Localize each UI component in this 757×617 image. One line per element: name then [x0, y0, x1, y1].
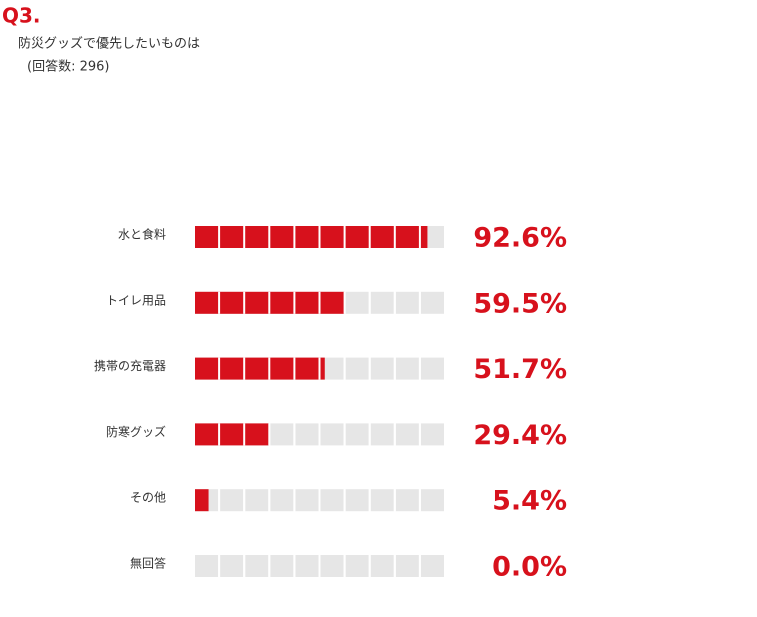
value-label: 5.4%	[492, 486, 567, 517]
chart-subtitle: 防災グッズで優先したいものは	[18, 36, 200, 52]
bar-cell	[370, 555, 394, 577]
bar-cell	[370, 489, 394, 512]
bar-cell	[320, 357, 344, 380]
bar-cell	[270, 555, 294, 577]
bar-cell	[420, 291, 444, 314]
category-label: 無回答	[130, 556, 166, 571]
bar-cell	[395, 489, 419, 512]
bar-cell	[345, 291, 369, 314]
value-label: 92.6%	[473, 223, 567, 254]
bar-cell	[345, 423, 369, 446]
category-label: トイレ用品	[106, 293, 166, 307]
bar-cell	[345, 357, 369, 380]
bar-cell	[395, 291, 419, 314]
bar-cell	[395, 357, 419, 380]
value-label: 51.7%	[473, 354, 567, 385]
bar-cell	[395, 555, 419, 577]
value-label: 59.5%	[473, 288, 567, 319]
chart-note: (回答数: 296)	[27, 59, 109, 75]
value-label: 29.4%	[473, 420, 567, 451]
bar-cell	[270, 489, 294, 512]
bar-cell	[370, 423, 394, 446]
bar-cell	[270, 423, 294, 446]
category-label: 水と食料	[118, 227, 166, 242]
category-label: 携帯の充電器	[94, 358, 166, 373]
bar-cell	[320, 423, 344, 446]
value-label: 0.0%	[492, 552, 567, 583]
bar-cell	[370, 357, 394, 380]
bar-cell	[420, 555, 444, 577]
bar-cell	[370, 291, 394, 314]
bar-cell	[320, 489, 344, 512]
bar-cell	[220, 555, 244, 577]
bar-cell	[345, 489, 369, 512]
bar-cell	[245, 555, 269, 577]
bar-cell	[295, 423, 319, 446]
bar	[195, 226, 428, 248]
bar	[195, 423, 269, 446]
bar-cell	[420, 489, 444, 512]
bar-cell	[420, 423, 444, 446]
chart-title: Q3.	[2, 4, 41, 28]
category-label: 防寒グッズ	[106, 424, 166, 439]
bar-cell	[295, 489, 319, 512]
bar-cell	[220, 489, 244, 512]
bar-cell	[420, 357, 444, 380]
bar-cell	[195, 555, 219, 577]
bar	[195, 357, 325, 380]
bar-cell	[245, 489, 269, 512]
bar-cell	[320, 555, 344, 577]
bar-cell	[395, 423, 419, 446]
bar	[195, 489, 209, 512]
category-label: その他	[130, 491, 166, 505]
bar-cell	[345, 555, 369, 577]
bar-cell	[295, 555, 319, 577]
